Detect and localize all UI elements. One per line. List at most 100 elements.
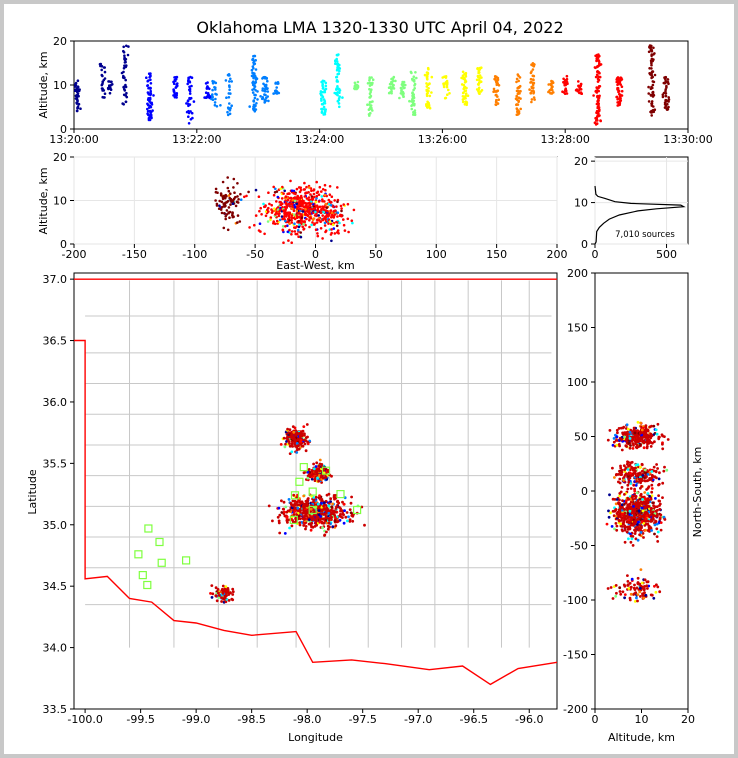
ew-altitude-point xyxy=(315,180,319,184)
map-source-point xyxy=(304,525,308,528)
map-source-point xyxy=(320,498,324,501)
ns-altitude-point xyxy=(656,540,660,543)
time-altitude-point xyxy=(463,77,466,81)
time-flash-16 xyxy=(366,76,375,117)
time-flash-30 xyxy=(592,53,603,126)
ns-altitude-point xyxy=(634,474,638,478)
time-altitude-point xyxy=(337,72,341,75)
map-source-point xyxy=(310,477,314,481)
map-source-point xyxy=(278,513,282,517)
time-altitude-point xyxy=(274,81,278,85)
map-source-point xyxy=(302,524,306,527)
ns-altitude-point xyxy=(618,492,622,495)
map-source-point xyxy=(286,435,289,439)
time-altitude-point xyxy=(596,100,600,103)
station-marker xyxy=(143,580,152,590)
time-altitude-point xyxy=(267,99,270,103)
ew-altitude-point xyxy=(221,197,225,200)
map-source-point xyxy=(330,515,333,519)
ns-altitude-point xyxy=(633,514,636,518)
time-altitude-point xyxy=(123,88,126,91)
time-altitude-point xyxy=(254,76,258,80)
ns-altitude-point xyxy=(623,526,627,529)
ns-altitude-point xyxy=(617,518,621,522)
ns-altitude-point xyxy=(633,431,637,435)
ns-altitude-point xyxy=(640,469,644,473)
station-marker xyxy=(353,505,362,515)
ns-altitude-point xyxy=(637,509,641,513)
map-source-point xyxy=(220,600,224,603)
map-source-point xyxy=(298,435,302,438)
time-altitude-point xyxy=(173,95,177,99)
ns-altitude-point xyxy=(643,585,647,588)
ns-altitude-point xyxy=(611,443,615,447)
ns-altitude-point xyxy=(620,528,624,532)
ns-altitude-point xyxy=(653,532,656,536)
time-altitude-point xyxy=(185,102,188,105)
time-altitude-point xyxy=(226,113,230,117)
time-altitude-point xyxy=(648,72,651,75)
time-altitude-point xyxy=(101,82,104,85)
ew-altitude-point xyxy=(330,222,333,226)
ew-altitude-point xyxy=(335,224,339,228)
ns-altitude-point xyxy=(626,483,630,487)
ew-altitude-point xyxy=(303,181,306,185)
time-altitude-point xyxy=(204,91,208,94)
ns-xlabel: Altitude, km xyxy=(608,731,675,744)
ew-altitude-point xyxy=(299,231,303,234)
time-altitude-point xyxy=(336,80,340,83)
ew-altitude-point xyxy=(293,217,297,221)
map-source-point xyxy=(341,500,344,504)
time-altitude-point xyxy=(598,94,601,98)
ew-altitude-point xyxy=(226,199,230,203)
ns-altitude-point xyxy=(625,436,628,440)
time-altitude-point xyxy=(175,92,179,95)
time-altitude-point xyxy=(210,97,213,101)
ew-altitude-point xyxy=(291,198,295,202)
time-altitude-point xyxy=(108,91,112,95)
ew-altitude-point xyxy=(324,202,328,206)
ew-altitude-point xyxy=(323,205,326,208)
time-altitude-point xyxy=(77,102,81,106)
map-source-point xyxy=(297,503,301,507)
time-altitude-point xyxy=(124,83,127,87)
time-altitude-point xyxy=(666,78,669,81)
ns-altitude-point xyxy=(650,529,653,532)
ns-altitude-point xyxy=(638,471,642,475)
ns-altitude-point xyxy=(623,435,626,439)
time-altitude-point xyxy=(402,95,405,98)
ew-altitude-point xyxy=(347,230,350,234)
ns-altitude-point xyxy=(639,421,643,425)
map-xtick-label: -96.0 xyxy=(515,713,543,726)
time-altitude-point xyxy=(147,92,150,95)
ns-xtick-label: 20 xyxy=(681,713,695,726)
time-altitude-point xyxy=(371,100,374,103)
time-altitude-point xyxy=(122,85,126,89)
map-source-point xyxy=(307,522,311,526)
time-altitude-point xyxy=(519,89,522,93)
ew-altitude-point xyxy=(280,197,284,200)
map-source-point xyxy=(283,445,287,449)
time-altitude-point xyxy=(428,106,432,110)
time-altitude-point xyxy=(356,87,359,90)
time-altitude-point xyxy=(665,84,668,88)
ew-xtick-label: 150 xyxy=(486,248,507,261)
ew-altitude-point xyxy=(312,223,316,226)
ew-altitude-point xyxy=(308,219,311,222)
time-altitude-point xyxy=(103,70,107,74)
ns-altitude-point xyxy=(658,590,662,594)
map-source-point xyxy=(217,596,221,599)
map-source-point xyxy=(298,509,302,512)
time-altitude-point xyxy=(517,100,520,103)
map-source-point xyxy=(224,585,228,588)
time-altitude-point xyxy=(476,83,480,86)
ns-altitude-point xyxy=(642,588,646,592)
ns-ytick-label: -200 xyxy=(563,703,588,716)
map-source-point xyxy=(327,521,331,525)
time-altitude-point xyxy=(253,84,256,88)
time-altitude-point xyxy=(410,107,414,111)
ew-altitude-point xyxy=(317,214,321,217)
ns-altitude-frame xyxy=(594,272,689,710)
ns-altitude-point xyxy=(608,493,611,497)
